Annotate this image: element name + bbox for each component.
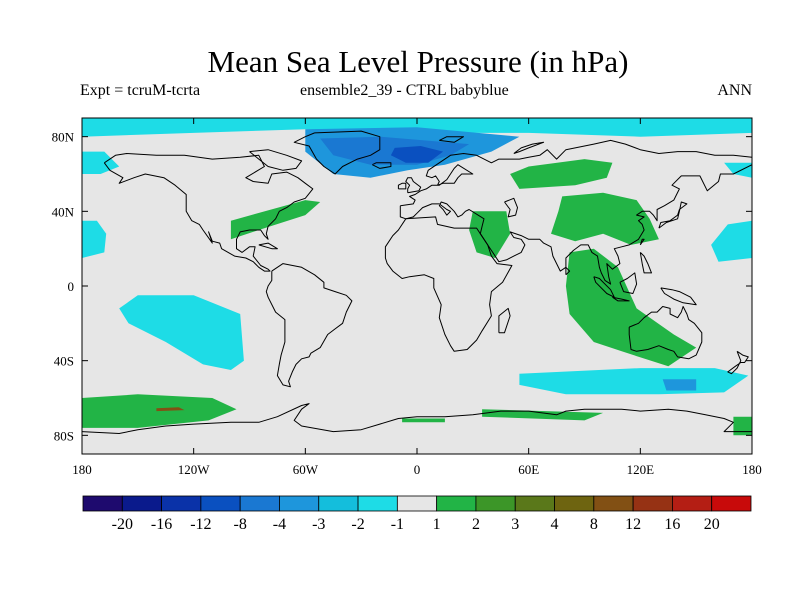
colorbar-label: 2	[472, 516, 480, 533]
coastline-new-zealand	[727, 350, 749, 375]
region-middle-east-pos	[469, 211, 511, 258]
region-antarctic-pos-1	[402, 418, 445, 423]
y-tick-label: 80S	[54, 428, 74, 443]
region-north-atlantic-low-3	[390, 146, 444, 163]
region-asia-pos	[551, 192, 659, 245]
coastline-south-america	[265, 263, 353, 388]
coastline-baffin-island	[249, 149, 303, 171]
colorbar-label: -12	[190, 516, 211, 533]
right-string: ANN	[717, 82, 752, 99]
coastline-north-america	[103, 153, 314, 272]
region-west-pacific-neg	[711, 220, 752, 262]
region-southern-pacific-pos	[82, 394, 237, 428]
region-antarctic-pos-3	[733, 416, 752, 436]
anomaly-regions	[82, 118, 752, 436]
coastline-borneo	[619, 272, 638, 294]
coastline-cuba	[258, 242, 278, 250]
colorbar-swatch	[554, 495, 595, 512]
coastline-new-guinea	[660, 287, 697, 306]
colorbar-swatch	[82, 495, 123, 512]
x-axis: 180 120W 60W 0 60E 120E 180	[72, 118, 762, 477]
region-southern-ocean-neg-core	[662, 379, 697, 391]
coastline-greenland	[293, 130, 381, 175]
colorbar-label: -3	[312, 516, 325, 533]
coastline-ireland	[397, 182, 407, 190]
colorbar-label: 12	[625, 516, 641, 533]
x-tick-label: 60E	[518, 462, 539, 477]
region-east-pacific-edge-neg	[82, 220, 107, 258]
coastline-africa	[384, 216, 513, 352]
x-tick-label: 180	[742, 462, 762, 477]
colorbar-swatch	[239, 495, 280, 512]
colorbar-swatch	[357, 495, 398, 512]
y-tick-label: 40S	[54, 354, 74, 369]
colorbar-label: -8	[234, 516, 247, 533]
colorbar: -20 -16 -12 -8 -4 -3 -2 -1 1 2 3 4 8 12 16 20	[82, 495, 752, 533]
x-tick-label: 180	[72, 462, 92, 477]
coastline-iceland	[372, 162, 392, 169]
region-antarctic-pos-2	[482, 409, 604, 421]
coastline-eurasia	[399, 139, 752, 285]
coastline-japan	[658, 201, 688, 229]
region-west-pacific-arc-neg	[724, 162, 752, 178]
colorbar-label: 1	[433, 516, 441, 533]
x-tick-label: 120E	[627, 462, 655, 477]
coastline-svalbard	[439, 136, 464, 143]
colorbar-label: -2	[351, 516, 364, 533]
colorbar-swatch	[161, 495, 202, 512]
x-tick-label: 0	[414, 462, 421, 477]
coastline-antarctica	[82, 403, 752, 434]
colorbar-swatch	[475, 495, 516, 512]
coastline-java	[612, 296, 630, 302]
region-south-pacific-neg	[119, 295, 244, 370]
chart-title: Mean Sea Level Pressure (in hPa)	[207, 44, 629, 79]
left-string: Expt = tcruM-tcrta	[80, 82, 201, 99]
coastline-great-britain	[405, 177, 422, 194]
colorbar-swatch	[279, 495, 320, 512]
colorbar-swatch	[436, 495, 477, 512]
colorbar-swatch	[593, 495, 634, 512]
colorbar-swatch	[318, 495, 359, 512]
colorbar-label: -1	[391, 516, 404, 533]
region-bering-neg	[82, 151, 120, 174]
x-tick-label: 60W	[293, 462, 319, 477]
colorbar-swatch	[711, 495, 752, 512]
coastline-australia	[628, 306, 703, 360]
coastline-taiwan	[639, 238, 645, 246]
coastline-sri-lanka	[565, 266, 571, 276]
colorbar-swatch	[514, 495, 555, 512]
colorbar-label: -20	[112, 516, 133, 533]
y-tick-label: 0	[68, 279, 75, 294]
region-siberia-pos	[510, 159, 613, 189]
colorbar-swatch	[200, 495, 241, 512]
x-tick-label: 120W	[178, 462, 211, 477]
colorbar-label: -4	[273, 516, 286, 533]
colorbar-swatch	[672, 495, 713, 512]
y-tick-label: 40N	[52, 204, 75, 219]
colorbar-label: 16	[664, 516, 680, 533]
center-string: ensemble2_39 - CTRL babyblue	[300, 82, 509, 99]
y-axis: 80N 40N 0 40S 80S	[52, 130, 752, 443]
colorbar-label: 3	[511, 516, 519, 533]
coastline-caspian-sea	[504, 197, 518, 218]
coastline-philippines	[639, 252, 652, 274]
colorbar-label: -16	[151, 516, 172, 533]
coastline-madagascar	[498, 307, 511, 334]
colorbar-label: 20	[704, 516, 720, 533]
colorbar-label: 4	[551, 516, 559, 533]
colorbar-swatch	[396, 495, 438, 512]
coastline-novaya-zemlya	[513, 141, 545, 154]
colorbar-swatch	[632, 495, 673, 512]
y-tick-label: 80N	[52, 130, 75, 145]
coastlines	[82, 130, 752, 434]
colorbar-swatch	[121, 495, 162, 512]
colorbar-label: 8	[590, 516, 598, 533]
region-southern-pacific-pos-core	[156, 407, 185, 412]
